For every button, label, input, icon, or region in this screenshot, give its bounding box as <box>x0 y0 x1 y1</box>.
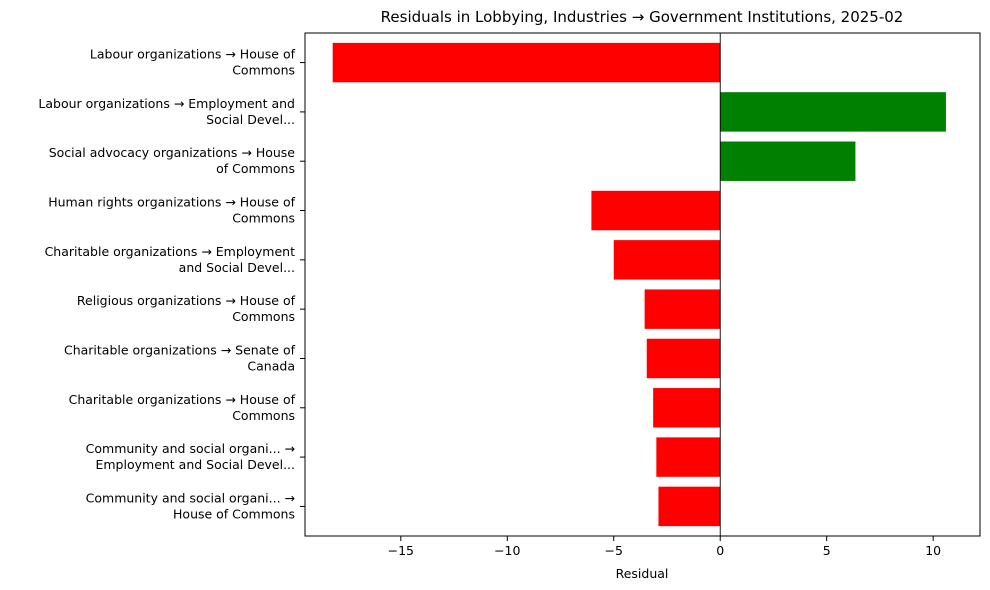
y-tick-label: Charitable organizations → Senate of Cana… <box>64 342 296 373</box>
y-tick-label-line: Religious organizations → House of <box>77 293 296 308</box>
y-tick-label-line: of Commons <box>216 161 295 176</box>
x-tick-label: −5 <box>605 543 623 558</box>
y-tick-label-line: Human rights organizations → House of <box>48 195 295 210</box>
y-tick-label-line: Labour organizations → Employment and <box>38 96 295 111</box>
bar <box>591 190 721 231</box>
x-tick-label: −10 <box>494 543 520 558</box>
x-tick-label: −15 <box>388 543 414 558</box>
y-tick-label-line: Commons <box>232 309 295 324</box>
y-tick-label-line: Employment and Social Devel... <box>95 457 295 472</box>
y-tick-label-line: Community and social organi... → <box>86 441 295 456</box>
y-tick-label-line: and Social Devel... <box>179 260 295 275</box>
bar <box>720 141 856 181</box>
y-tick-label-line: Commons <box>232 63 295 78</box>
y-tick-label: Human rights organizations → House of Com… <box>48 195 295 226</box>
y-tick-label: Social advocacy organizations → House of … <box>49 145 296 176</box>
y-tick-label-line: Labour organizations → House of <box>90 47 296 62</box>
bar <box>658 486 721 527</box>
y-tick-label-line: Commons <box>232 211 295 226</box>
y-tick-label: Community and social organi... → Employme… <box>86 441 295 472</box>
bar <box>613 240 721 280</box>
y-tick-label: Charitable organizations → Employment and… <box>45 244 296 275</box>
x-tick-label: 5 <box>823 543 831 558</box>
y-tick-label: Charitable organizations → House of Commo… <box>69 392 296 423</box>
plot-frame <box>304 32 981 537</box>
x-tick-label: 0 <box>716 543 724 558</box>
bar <box>653 388 721 428</box>
y-tick-label: Religious organizations → House of Common… <box>77 293 296 324</box>
y-tick-label-line: Commons <box>232 408 295 423</box>
y-tick-label: Labour organizations → Employment and Soc… <box>38 96 295 127</box>
bar <box>332 42 721 83</box>
x-tick-label: 10 <box>925 543 941 558</box>
y-tick-label-line: House of Commons <box>173 506 295 521</box>
y-tick-label: Community and social organi... → House of… <box>86 490 295 521</box>
y-tick-label: Labour organizations → House of Commons <box>90 47 296 78</box>
y-tick-label-line: Charitable organizations → Senate of <box>64 342 296 357</box>
bar <box>644 289 721 329</box>
bar <box>646 338 721 379</box>
bar <box>656 437 721 477</box>
bars-group <box>332 42 946 527</box>
x-axis-label: Residual <box>616 566 669 581</box>
y-axis-ticks: Labour organizations → House of CommonsLa… <box>38 47 305 521</box>
chart-title: Residuals in Lobbying, Industries → Gove… <box>381 8 904 26</box>
bar <box>720 92 946 132</box>
y-tick-label-line: Charitable organizations → House of <box>69 392 296 407</box>
x-axis-ticks: −15 −10 −5 0 5 10 <box>388 536 941 558</box>
y-tick-label-line: Canada <box>247 358 295 373</box>
y-tick-label-line: Social Devel... <box>206 112 295 127</box>
y-tick-label-line: Charitable organizations → Employment <box>45 244 296 259</box>
y-tick-label-line: Social advocacy organizations → House <box>49 145 296 160</box>
y-tick-label-line: Community and social organi... → <box>86 490 295 505</box>
